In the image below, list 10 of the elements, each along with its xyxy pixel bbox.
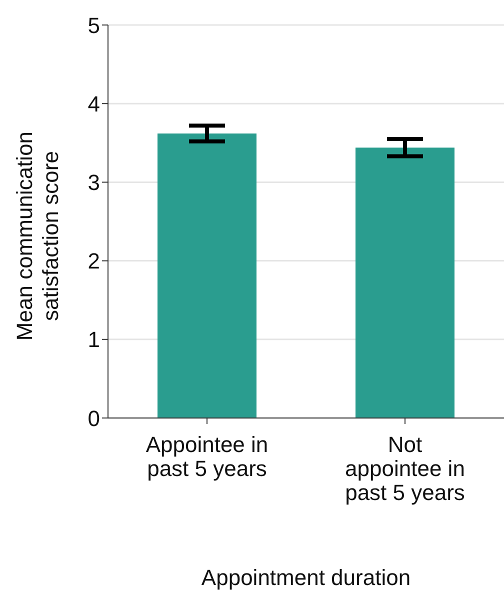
x-axis-title: Appointment duration bbox=[200, 565, 412, 591]
y-tick-label: 2 bbox=[88, 248, 100, 274]
y-tick-label: 1 bbox=[88, 327, 100, 352]
y-tick-label: 0 bbox=[88, 406, 100, 431]
x-tick-label: Not appointee in past 5 years bbox=[345, 432, 465, 505]
y-tick-label: 3 bbox=[88, 170, 100, 196]
y-tick-label: 4 bbox=[88, 91, 100, 116]
y-axis-title: Mean communication satisfaction score bbox=[12, 130, 64, 343]
y-tick-label: 5 bbox=[88, 12, 100, 38]
x-tick-label: Appointee in past 5 years bbox=[146, 432, 268, 481]
